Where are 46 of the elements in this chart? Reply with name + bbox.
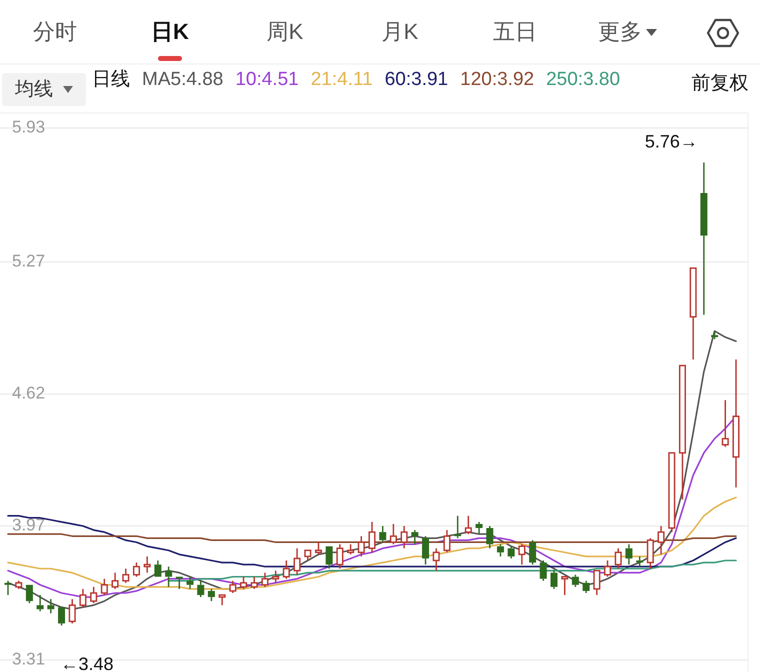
y-tick-label: 3.97 (12, 515, 46, 534)
candlestick (165, 566, 172, 588)
candlestick (208, 588, 215, 602)
candlestick (700, 162, 708, 316)
candlestick (272, 570, 280, 584)
text: 前复权 (692, 73, 748, 94)
y-tick-label: 4.62 (12, 383, 46, 402)
text: MA5:4.88 (142, 69, 224, 90)
annotation: 5.76→ (644, 131, 698, 152)
candlestick (358, 535, 365, 558)
candlestick (36, 594, 44, 612)
text: 60:3.91 (384, 69, 448, 90)
candlestick (486, 525, 494, 550)
candlestick (732, 358, 740, 488)
candlestick (400, 525, 408, 550)
candlestick (529, 540, 536, 566)
text: 250:3.80 (546, 69, 620, 90)
candlestick (379, 525, 386, 543)
dropdown-button: 均线 (2, 73, 86, 106)
text: 分时 (33, 18, 77, 44)
annotation: ←3.48 (60, 654, 114, 672)
candlestick (508, 546, 515, 560)
candlestick (636, 556, 644, 568)
candlestick (476, 521, 483, 535)
candlestick (711, 330, 718, 340)
candlestick (411, 529, 418, 545)
y-tick-label: 5.27 (12, 252, 46, 270)
text: 月K (382, 18, 419, 44)
candlestick (572, 574, 579, 588)
text: 21:4.11 (310, 69, 373, 90)
y-tick-label: 3.31 (12, 649, 46, 668)
candlestick (540, 560, 547, 582)
text: 周K (266, 18, 304, 44)
y-tick-label: 5.93 (12, 117, 46, 136)
text: 更多 (598, 18, 642, 44)
candlestick (625, 544, 632, 566)
candlestick (197, 580, 204, 598)
text: 10:4.51 (235, 69, 299, 90)
candlestick (582, 580, 590, 594)
text: 日K (151, 18, 190, 44)
legend-title: 日线 (92, 69, 130, 90)
candlestick (47, 598, 54, 614)
candlestick (658, 525, 665, 556)
candlestick (454, 515, 462, 539)
text: 120:3.92 (460, 69, 534, 90)
text: 五日 (493, 18, 537, 44)
